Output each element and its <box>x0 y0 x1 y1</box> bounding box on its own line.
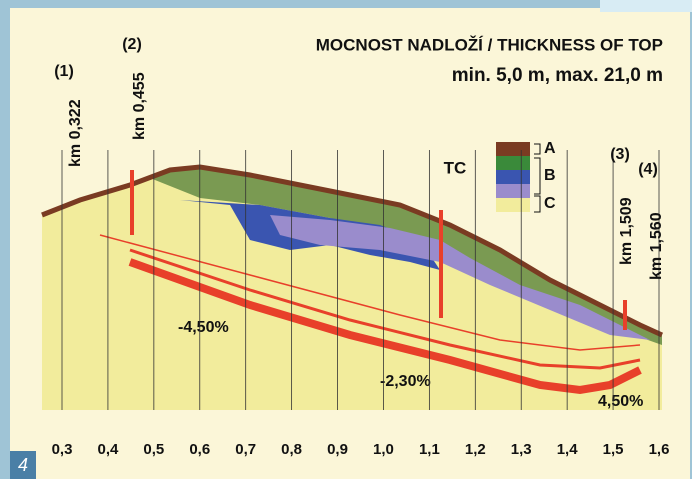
layer-c <box>42 167 662 410</box>
x-axis-label: 1,4 <box>557 441 579 458</box>
corner-tab <box>600 0 692 12</box>
tunnel-line <box>129 248 641 370</box>
subtitle: min. 5,0 m, max. 21,0 m <box>452 65 663 86</box>
tc-label: TC <box>444 158 467 177</box>
figure-number: 4 <box>18 455 28 475</box>
x-axis-label: 0,3 <box>52 441 73 458</box>
marker-number: (1) <box>54 63 74 80</box>
layer-a-green <box>150 167 662 345</box>
legend-label: C <box>544 195 556 212</box>
marker-number: (4) <box>638 161 658 178</box>
marker-km: km 0,455 <box>131 72 148 140</box>
title: MOCNOST NADLOŽÍ / THICKNESS OF TOP <box>316 35 663 54</box>
x-axis-label: 1,3 <box>511 441 532 458</box>
x-axis-label: 0,5 <box>143 441 164 458</box>
x-axis-label: 1,5 <box>603 441 624 458</box>
surface <box>41 164 664 338</box>
x-axis-label: 0,4 <box>97 441 119 458</box>
gradient-label: -4,50% <box>178 319 229 336</box>
x-axis-label: 1,0 <box>373 441 394 458</box>
x-axis-label: 0,9 <box>327 441 348 458</box>
marker-km: km 1,560 <box>648 212 665 280</box>
x-axis-label: 1,6 <box>649 441 670 458</box>
legend-label: A <box>544 140 556 157</box>
legend-label: B <box>544 167 556 184</box>
layer-b-purple <box>270 215 650 340</box>
gradient-label: -2,30% <box>380 373 431 390</box>
marker-km: km 0,322 <box>67 99 84 167</box>
x-axis-label: 1,1 <box>419 441 440 458</box>
x-axis-label: 1,2 <box>465 441 486 458</box>
tunnel <box>128 258 642 395</box>
x-axis-label: 0,7 <box>235 441 256 458</box>
x-axis-label: 0,6 <box>189 441 210 458</box>
figure-badge <box>10 451 36 479</box>
x-axis-label: 0,8 <box>281 441 302 458</box>
marker-number: (3) <box>610 146 630 163</box>
marker-number: (2) <box>122 36 142 53</box>
marker-km: km 1,509 <box>618 197 635 265</box>
gradient-label: 4,50% <box>598 393 643 410</box>
tunnel-line <box>99 234 641 351</box>
